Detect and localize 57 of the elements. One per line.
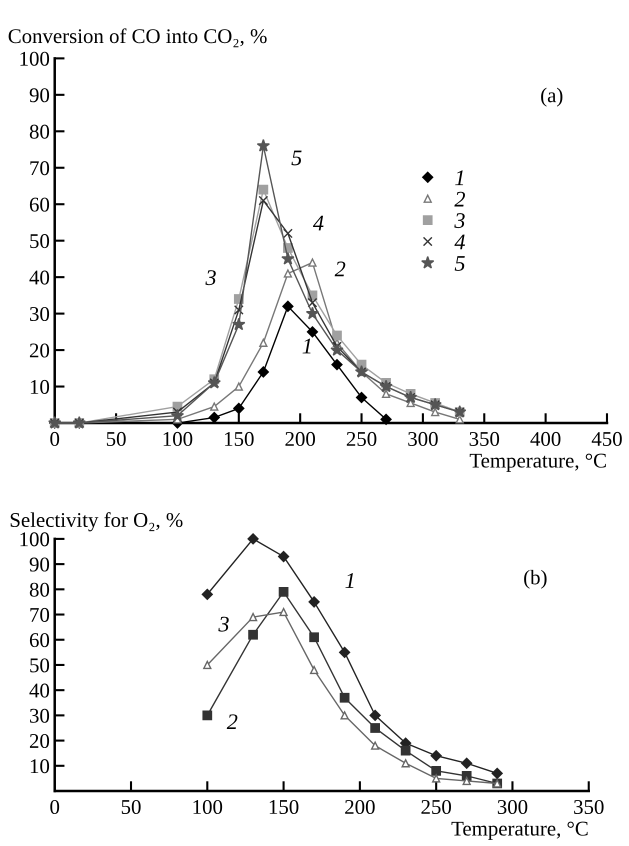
x-tick-label: 250 [421,800,451,814]
x-tick-label: 100 [194,800,222,814]
x-tick-label: 400 [530,432,560,446]
y-tick-label: 90 [30,557,50,572]
x-axis-title: Temperature, °C [452,822,588,840]
x-tick-label: 50 [122,800,141,814]
x-axis-title: Temperature, °C [470,454,606,472]
y-tick-label: 10 [30,380,50,394]
y-tick-label: 40 [29,270,50,285]
annotation: 3 [205,270,216,286]
x-tick-label: 350 [470,432,500,446]
y-tick-label: 70 [30,161,50,176]
y-tick-label: 10 [30,759,50,774]
y-axis-title: Selectivity for O₂, % [10,512,183,532]
x-tick-label: 450 [592,432,622,446]
y-tick-label: 80 [30,124,50,139]
x-tick-label: 150 [270,800,298,814]
y-tick-label: 20 [30,734,50,748]
y-tick-label: 20 [30,343,50,358]
x-tick-label: 200 [285,432,316,446]
annotation: 1 [345,573,354,588]
y-tick-label: 50 [30,658,50,672]
x-tick-label: 300 [498,800,528,814]
y-tick-label: 60 [30,198,50,212]
y-tick-label: 70 [30,608,50,622]
x-tick-label: 350 [574,800,604,814]
y-tick-label: 100 [20,52,50,66]
y-tick-label: 60 [30,633,50,648]
legend-label: 4 [454,234,465,250]
x-tick-label: 0 [50,432,60,446]
x-tick-label: 300 [408,432,438,446]
y-axis-title: Conversion of CO into CO₂, % [8,28,267,48]
y-tick-label: 30 [30,306,50,322]
annotation: 5 [291,150,302,166]
x-tick-label: 150 [225,432,254,446]
y-tick-label: 90 [30,88,50,102]
x-tick-label: 50 [106,432,126,446]
x-tick-label: 0 [50,800,60,814]
annotation: 1 [302,338,311,354]
y-tick-label: 40 [29,684,50,698]
y-tick-label: 100 [20,532,50,546]
annotation: 3 [218,616,229,632]
x-tick-label: 250 [346,432,376,446]
annotation: (b) [524,570,547,589]
y-tick-label: 50 [30,234,50,248]
x-tick-label: 200 [345,800,375,814]
annotation: 4 [312,216,324,230]
legend-label: 5 [454,256,465,271]
y-tick-label: 80 [30,582,50,597]
legend-label: 2 [454,192,465,206]
y-tick-label: 30 [30,708,50,723]
legend-label: 3 [454,213,465,228]
x-tick-label: 100 [164,432,192,446]
legend-label: 1 [455,170,464,186]
annotation: (a) [541,88,562,107]
annotation: 2 [334,262,346,276]
annotation: 2 [226,714,238,730]
